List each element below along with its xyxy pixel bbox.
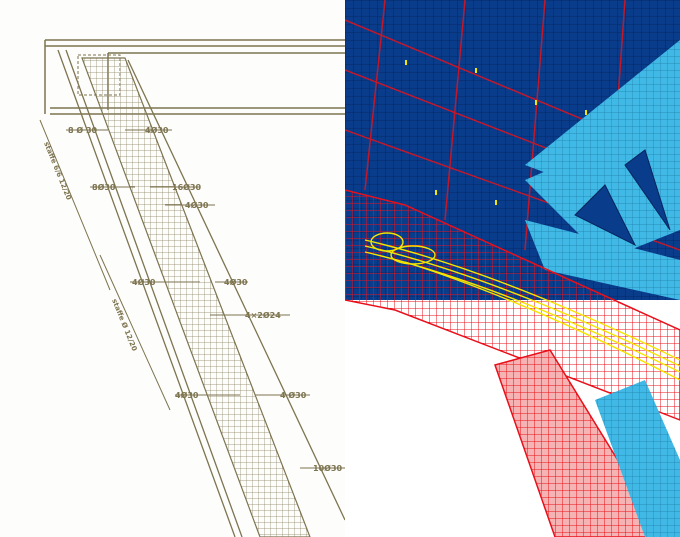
reinforcement-drawing: 8 Ø 30 4Ø30 8Ø30 16Ø30 4Ø30 4Ø30 4Ø30 4×…	[39, 39, 345, 537]
label-stirrup-group: 4×2Ø24	[245, 310, 281, 320]
label-stirrups-upper: staffe 6/6 12/20	[42, 141, 73, 201]
secondary-beam-top	[525, 40, 680, 180]
label-mid-right-top: 16Ø30	[172, 182, 202, 192]
inclined-column-mesh	[494, 349, 666, 537]
label-top-left: 8 Ø 30	[68, 125, 98, 135]
column-light-face	[595, 380, 680, 537]
reinforcement-drawing-panel: 8 Ø 30 4Ø30 8Ø30 16Ø30 4Ø30 4Ø30 4Ø30 4×…	[39, 39, 345, 537]
label-bottom-end: 10Ø30	[313, 463, 343, 473]
yellow-reinforcement	[364, 232, 680, 381]
finite-element-model	[345, 0, 680, 537]
label-bottom-right: 4 Ø30	[280, 390, 307, 400]
top-detail-box	[77, 54, 121, 96]
label-bottom-left: 4Ø30	[175, 390, 199, 400]
leader-lines	[66, 129, 345, 469]
finite-element-model-panel	[345, 0, 680, 537]
label-top-right: 4Ø30	[145, 125, 169, 135]
column-outer-lines	[57, 49, 345, 537]
beam-dark-triangle-1	[574, 184, 637, 247]
beam-lower-light	[525, 220, 680, 300]
beam-dark-triangle-2	[624, 149, 671, 231]
secondary-beam-diagonal	[525, 90, 680, 260]
stirrup-dimension-lines	[39, 119, 171, 411]
top-beam-outline	[44, 39, 345, 115]
label-mid-left: 8Ø30	[92, 182, 116, 192]
label-stirrups-lower: staffe Ø 12/20	[110, 298, 138, 353]
label-mid-right-bottom: 4Ø30	[185, 200, 209, 210]
main-beam-red-mesh	[345, 189, 680, 421]
label-lower-left: 4Ø30	[132, 277, 156, 287]
inclined-column-reinforcement	[81, 57, 311, 537]
yellow-dots	[405, 60, 587, 205]
label-lower-right: 4Ø30	[224, 277, 248, 287]
